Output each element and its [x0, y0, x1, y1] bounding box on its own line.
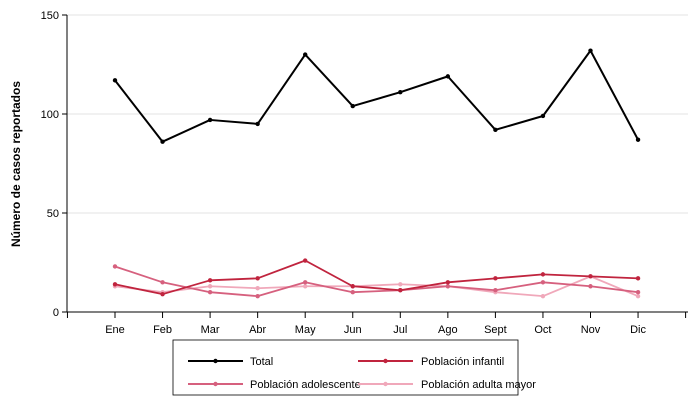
- legend: Total Población infantil Población adolesc…: [188, 356, 536, 391]
- data-point: [303, 52, 308, 57]
- data-point: [540, 293, 546, 299]
- series-group: [112, 48, 641, 299]
- y-axis-label: Número de casos reportados: [9, 81, 23, 247]
- axes: 0 50 100 150 Ene Feb Mar Abr May Jun Jul Ago Sept Oct…: [41, 10, 688, 336]
- data-point: [635, 137, 641, 142]
- data-point: [112, 264, 118, 269]
- data-point: [540, 280, 546, 285]
- data-point: [112, 78, 118, 83]
- data-point: [398, 282, 403, 287]
- data-point: [160, 291, 165, 297]
- data-point: [445, 280, 451, 285]
- x-tick-label: Ago: [438, 324, 458, 336]
- series-line: [114, 259, 639, 296]
- data-point: [255, 276, 260, 281]
- legend-label: Total: [250, 356, 273, 368]
- data-point: [207, 284, 213, 289]
- legend-label: Población infantil: [421, 356, 504, 368]
- legend-marker: [213, 381, 218, 387]
- x-tick-label: Jun: [344, 324, 362, 336]
- x-tick-label: Abr: [249, 324, 266, 336]
- series-line: [114, 49, 639, 143]
- data-point: [493, 288, 498, 293]
- data-point: [303, 280, 308, 285]
- data-point: [635, 293, 641, 299]
- x-tick-label: Mar: [201, 324, 220, 336]
- legend-box: [172, 339, 519, 396]
- series-line: [114, 275, 639, 298]
- data-point: [635, 276, 641, 281]
- legend-marker: [383, 358, 388, 364]
- legend-label: Población adulta mayor: [421, 379, 536, 391]
- series-line: [114, 265, 639, 298]
- data-point: [350, 103, 355, 109]
- legend-marker: [383, 381, 388, 387]
- legend-marker: [213, 358, 218, 364]
- x-tick-label: May: [295, 324, 316, 336]
- data-point: [493, 276, 498, 281]
- x-tick-label: Ene: [105, 324, 125, 336]
- data-point: [445, 74, 451, 79]
- legend-label: Población adolescente: [250, 379, 361, 391]
- data-point: [588, 274, 593, 279]
- y-tick-label: 50: [47, 208, 59, 220]
- x-tick-label: Feb: [153, 324, 172, 336]
- data-point: [398, 288, 403, 293]
- y-tick-label: 150: [41, 10, 59, 22]
- data-point: [445, 284, 451, 289]
- data-point: [207, 290, 213, 295]
- y-tick-label: 0: [53, 307, 59, 319]
- data-point: [255, 121, 260, 127]
- x-tick-label: Nov: [581, 324, 601, 336]
- data-point: [540, 113, 546, 119]
- data-point: [207, 117, 213, 123]
- data-point: [160, 280, 165, 285]
- x-tick-label: Oct: [534, 324, 551, 336]
- data-point: [160, 139, 165, 144]
- grid-lines: [67, 14, 688, 214]
- data-point: [112, 282, 118, 287]
- data-point: [588, 48, 593, 53]
- data-point: [303, 284, 308, 289]
- data-point: [255, 286, 260, 291]
- data-point: [493, 127, 498, 133]
- data-point: [588, 284, 593, 289]
- x-tick-label: Sept: [484, 324, 507, 336]
- data-point: [398, 90, 403, 95]
- data-point: [540, 272, 546, 277]
- y-tick-label: 100: [41, 109, 59, 121]
- data-point: [635, 290, 641, 295]
- x-tick-label: Dic: [630, 324, 646, 336]
- data-point: [350, 290, 355, 295]
- x-tick-label: Jul: [393, 324, 407, 336]
- data-point: [350, 284, 355, 289]
- data-point: [207, 278, 213, 283]
- data-point: [255, 293, 260, 299]
- data-point: [303, 258, 308, 263]
